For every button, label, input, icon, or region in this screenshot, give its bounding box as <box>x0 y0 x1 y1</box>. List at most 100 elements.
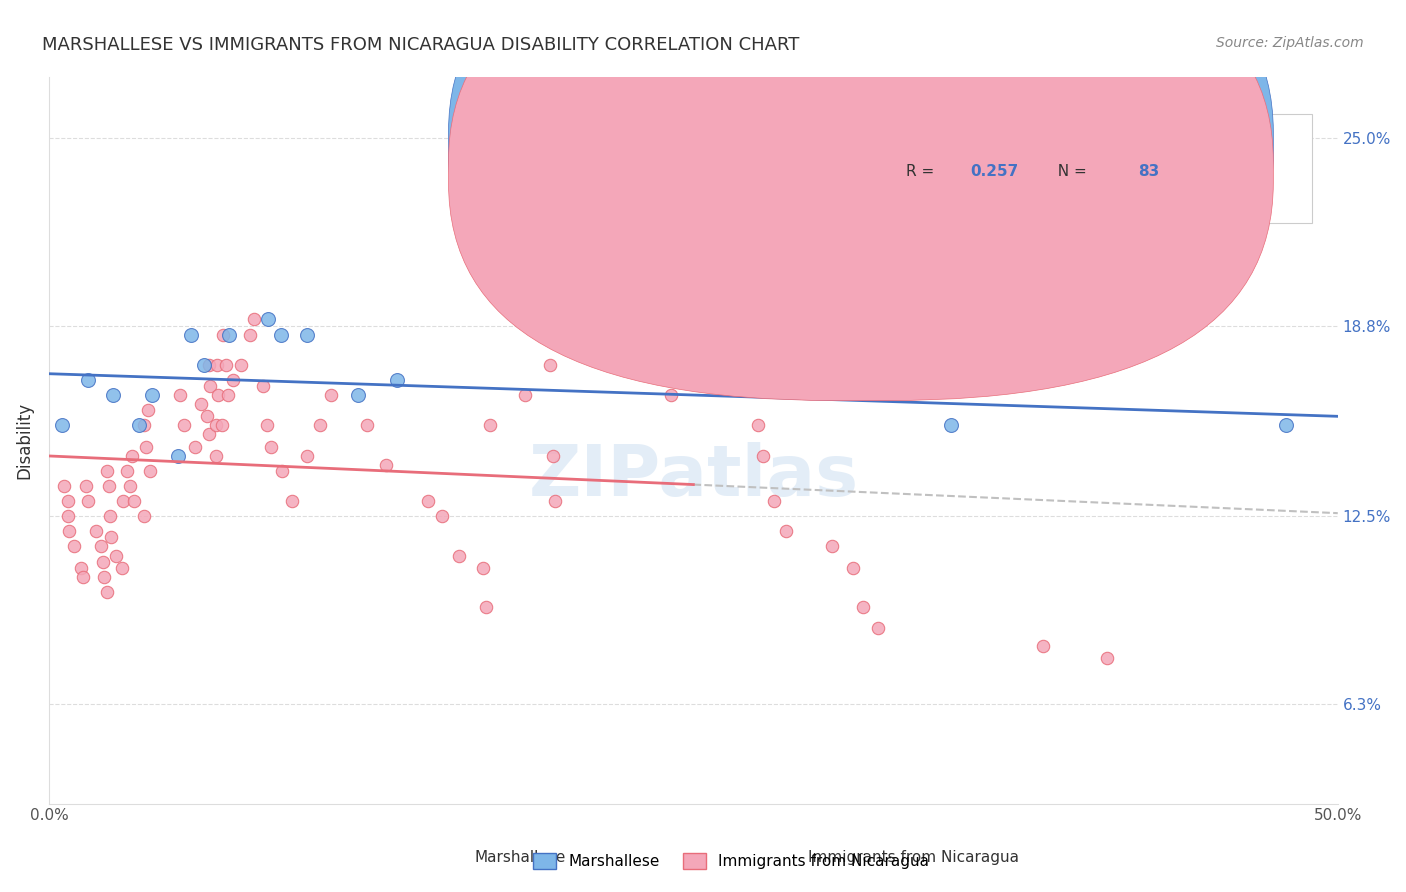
Point <box>112 494 135 508</box>
Point <box>124 494 146 508</box>
Point <box>51 418 73 433</box>
Point <box>169 388 191 402</box>
Point <box>257 312 280 326</box>
Point <box>198 379 221 393</box>
Point <box>866 621 889 635</box>
Point <box>217 388 239 402</box>
Point <box>347 388 370 402</box>
Point <box>139 464 162 478</box>
Point <box>295 449 318 463</box>
Point <box>100 530 122 544</box>
Point <box>821 540 844 554</box>
Legend: Marshallese, Immigrants from Nicaragua: Marshallese, Immigrants from Nicaragua <box>527 847 935 875</box>
Point <box>111 560 134 574</box>
Point <box>385 373 408 387</box>
Point <box>84 524 107 539</box>
Point <box>239 327 262 342</box>
Point <box>309 418 332 433</box>
Point <box>478 418 501 433</box>
Point <box>58 509 80 524</box>
Text: ZIPatlas: ZIPatlas <box>529 442 859 511</box>
Point <box>90 540 112 554</box>
Point <box>1095 651 1118 665</box>
Point <box>752 449 775 463</box>
Point <box>180 327 202 342</box>
Point <box>475 599 498 614</box>
Point <box>205 449 228 463</box>
Text: 0.114: 0.114 <box>970 136 1018 150</box>
Point <box>136 403 159 417</box>
Point <box>207 358 229 372</box>
Text: 16: 16 <box>1137 136 1160 150</box>
Point <box>75 479 97 493</box>
Point <box>132 418 155 433</box>
Point <box>515 388 537 402</box>
Point <box>242 312 264 326</box>
Point <box>252 379 274 393</box>
Point <box>198 358 221 372</box>
Point <box>141 388 163 402</box>
Point <box>641 236 664 251</box>
Text: N =: N = <box>1047 136 1091 150</box>
Point <box>1275 418 1298 433</box>
Point <box>93 570 115 584</box>
Text: R =: R = <box>905 164 939 179</box>
Point <box>418 494 440 508</box>
Point <box>638 161 661 176</box>
Point <box>72 570 94 584</box>
Point <box>118 479 141 493</box>
Point <box>190 397 212 411</box>
Point <box>96 584 118 599</box>
Point <box>53 479 76 493</box>
Point <box>207 388 229 402</box>
Point <box>115 464 138 478</box>
Point <box>270 464 292 478</box>
Point <box>270 327 292 342</box>
FancyBboxPatch shape <box>449 0 1274 372</box>
Point <box>76 494 98 508</box>
Y-axis label: Disability: Disability <box>15 402 32 479</box>
Point <box>260 440 283 454</box>
Point <box>212 327 235 342</box>
Point <box>197 427 219 442</box>
Text: N =: N = <box>1047 164 1091 179</box>
Point <box>63 540 86 554</box>
Point <box>135 440 157 454</box>
Point <box>98 479 121 493</box>
Text: Marshallese: Marshallese <box>475 850 565 865</box>
Text: MARSHALLESE VS IMMIGRANTS FROM NICARAGUA DISABILITY CORRELATION CHART: MARSHALLESE VS IMMIGRANTS FROM NICARAGUA… <box>42 36 800 54</box>
Point <box>58 524 80 539</box>
Point <box>211 418 233 433</box>
Point <box>132 509 155 524</box>
FancyBboxPatch shape <box>810 114 1312 223</box>
Text: 83: 83 <box>1137 164 1160 179</box>
Point <box>218 327 240 342</box>
Text: Source: ZipAtlas.com: Source: ZipAtlas.com <box>1216 36 1364 50</box>
Text: Immigrants from Nicaragua: Immigrants from Nicaragua <box>808 850 1019 865</box>
Point <box>76 373 98 387</box>
Point <box>544 494 567 508</box>
Point <box>430 509 453 524</box>
Point <box>449 549 471 563</box>
Point <box>105 549 128 563</box>
Point <box>319 388 342 402</box>
Point <box>166 449 188 463</box>
Point <box>295 327 318 342</box>
Point <box>222 373 245 387</box>
Point <box>193 358 215 372</box>
Point <box>103 388 125 402</box>
Point <box>195 409 218 424</box>
Point <box>100 509 122 524</box>
Point <box>747 418 769 433</box>
Point <box>229 358 252 372</box>
Point <box>184 440 207 454</box>
Point <box>659 388 682 402</box>
Point <box>538 358 561 372</box>
Point <box>70 560 93 574</box>
Point <box>842 560 865 574</box>
Point <box>541 449 564 463</box>
Text: 0.257: 0.257 <box>970 164 1019 179</box>
Point <box>471 560 494 574</box>
Point <box>852 599 875 614</box>
FancyBboxPatch shape <box>449 0 1274 401</box>
